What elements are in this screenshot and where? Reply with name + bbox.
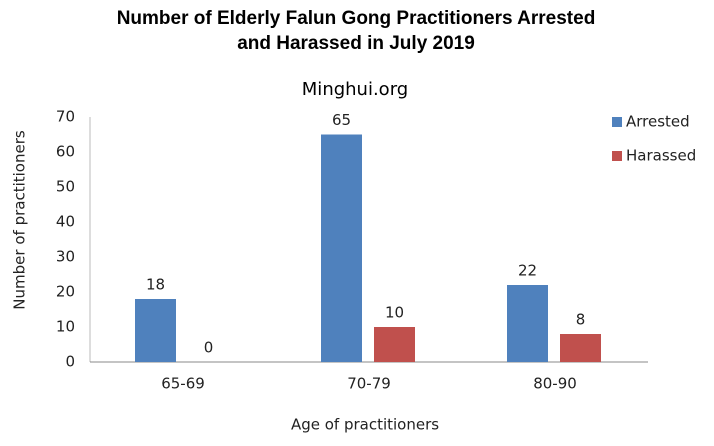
x-tick-label: 65-69 (161, 375, 205, 393)
bar (321, 134, 362, 362)
chart-title: and Harassed in July 2019 (237, 33, 475, 54)
y-axis-label: Number of practitioners (11, 130, 29, 310)
bar (135, 299, 176, 362)
x-tick-label: 80-90 (533, 375, 577, 393)
y-tick-label: 60 (56, 143, 75, 161)
bar (560, 334, 601, 362)
y-tick-label: 30 (56, 248, 75, 266)
bar (374, 327, 415, 362)
y-tick-label: 40 (56, 213, 75, 231)
legend-swatch (612, 151, 622, 161)
y-tick-label: 0 (65, 353, 75, 371)
data-label: 18 (146, 276, 165, 294)
legend-label: Harassed (626, 147, 696, 165)
data-label: 22 (518, 262, 537, 280)
bar (507, 285, 548, 362)
chart-subtitle: Minghui.org (302, 79, 408, 100)
data-label: 0 (204, 339, 214, 357)
y-tick-label: 70 (56, 108, 75, 126)
legend-label: Arrested (626, 113, 690, 131)
x-axis-label: Age of practitioners (291, 416, 439, 434)
legend-swatch (612, 117, 622, 127)
data-label: 8 (576, 311, 586, 329)
chart-title: Number of Elderly Falun Gong Practitione… (117, 8, 596, 29)
y-tick-label: 50 (56, 178, 75, 196)
y-tick-label: 10 (56, 318, 75, 336)
data-label: 65 (332, 111, 351, 129)
x-tick-label: 70-79 (347, 375, 391, 393)
y-tick-label: 20 (56, 283, 75, 301)
data-label: 10 (385, 304, 404, 322)
